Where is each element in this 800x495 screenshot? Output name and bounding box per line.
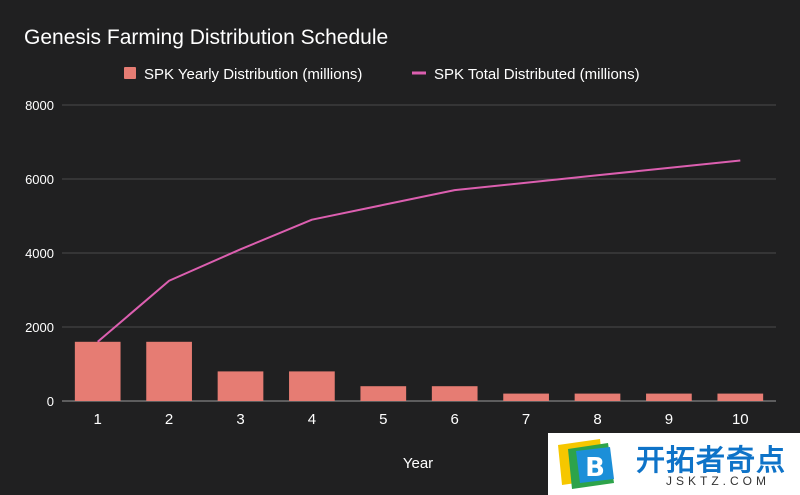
x-tick-label: 9 xyxy=(665,411,673,428)
y-tick-label: 6000 xyxy=(25,172,54,187)
series-line xyxy=(97,159,741,343)
x-tick-label: 7 xyxy=(522,411,530,428)
x-tick-label: 2 xyxy=(165,411,173,428)
y-tick-label: 8000 xyxy=(25,98,54,113)
legend-swatch-bar xyxy=(124,67,136,79)
x-tick-label: 3 xyxy=(236,411,244,428)
x-tick-label: 8 xyxy=(593,411,601,428)
legend-label: SPK Total Distributed (millions) xyxy=(434,66,640,83)
bar xyxy=(574,393,621,401)
chart-title: Genesis Farming Distribution Schedule xyxy=(24,26,388,49)
legend: SPK Yearly Distribution (millions) SPK To… xyxy=(124,66,640,83)
x-tick-label: 6 xyxy=(451,411,459,428)
watermark-logo-icon: B xyxy=(558,439,614,489)
bar xyxy=(646,393,692,401)
bar xyxy=(717,393,764,401)
bar xyxy=(217,371,264,401)
x-tick-label: 4 xyxy=(308,411,316,428)
bar xyxy=(503,393,549,401)
bar xyxy=(360,386,407,401)
bar xyxy=(431,386,478,401)
bar xyxy=(289,371,335,401)
watermark: B 开拓者奇点 JSKTZ.COM xyxy=(548,433,800,495)
watermark-url: JSKTZ.COM xyxy=(666,474,770,488)
bar xyxy=(146,341,192,401)
x-tick-label: 10 xyxy=(732,411,749,428)
x-tick-label: 1 xyxy=(94,411,102,428)
bar xyxy=(74,341,121,401)
watermark-title: 开拓者奇点 xyxy=(636,443,787,477)
line-series xyxy=(97,159,741,343)
x-tick-label: 5 xyxy=(379,411,387,428)
legend-label: SPK Yearly Distribution (millions) xyxy=(144,66,362,83)
y-tick-label: 4000 xyxy=(25,246,54,261)
x-axis: 1 2 3 4 5 6 7 8 9 10 xyxy=(94,411,749,428)
x-axis-label: Year xyxy=(403,455,433,472)
bar-series xyxy=(74,341,764,401)
svg-text:B: B xyxy=(585,453,605,483)
y-tick-label: 0 xyxy=(47,394,54,409)
y-axis: 0 2000 4000 6000 8000 xyxy=(25,98,54,409)
y-tick-label: 2000 xyxy=(25,320,54,335)
